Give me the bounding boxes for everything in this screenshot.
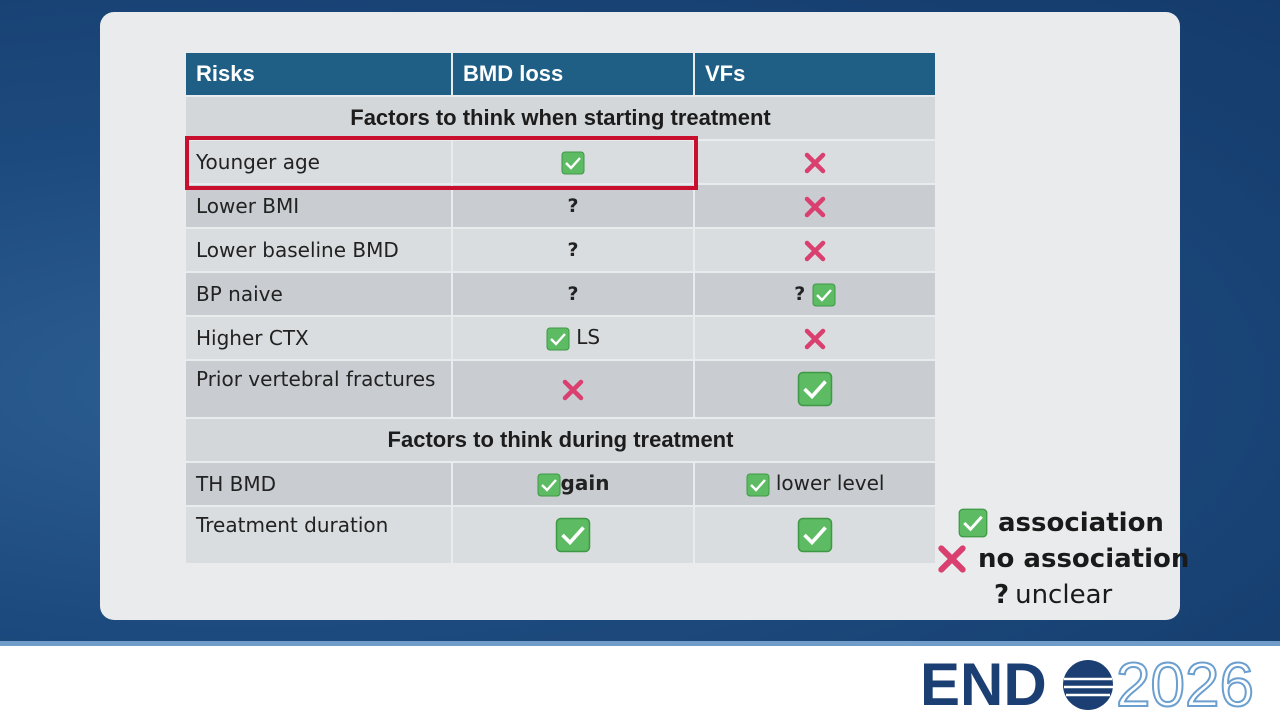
legend-symbol: ? (994, 580, 1010, 610)
check-icon (537, 473, 561, 497)
row-label: Lower BMI (186, 185, 451, 227)
row-label: BP naive (186, 273, 451, 315)
check-icon (958, 508, 988, 538)
header-cell: BMD loss (453, 53, 693, 95)
cross-icon (561, 378, 585, 402)
row-label: Treatment duration (186, 507, 451, 563)
header-cell: Risks (186, 53, 451, 95)
section-title: Factors to think during treatment (186, 419, 935, 461)
check-icon (555, 517, 591, 553)
check-icon (812, 283, 836, 307)
check-icon (797, 517, 833, 553)
check-icon (797, 371, 833, 407)
logo-year: 2026 (1116, 652, 1254, 716)
cell-text: ? (453, 185, 693, 227)
logo: END 2026 (920, 652, 1255, 716)
row-label: TH BMD (186, 463, 451, 505)
risk-table: Risks BMD loss VFs Factors to think when s… (184, 51, 937, 565)
header-cell: VFs (695, 53, 935, 95)
cross-icon (803, 327, 827, 351)
cell-text: gain (560, 471, 610, 496)
row-label: Prior vertebral fractures (186, 361, 451, 417)
section-title: Factors to think when starting treatment (186, 97, 935, 139)
logo-globe (1063, 660, 1113, 710)
cell-text: LS (576, 325, 601, 350)
cross-icon (936, 543, 968, 575)
highlight-box (185, 136, 698, 190)
logo-globe-lines (1064, 677, 1113, 697)
legend-text: no association (978, 544, 1190, 574)
cell-text: lower level (775, 471, 885, 496)
check-icon (746, 473, 770, 497)
cell-text: ? (453, 273, 693, 315)
cross-icon (803, 151, 827, 175)
legend-text: unclear (1015, 580, 1113, 610)
legend: association no association ? unclear (936, 505, 1189, 613)
row-label: Lower baseline BMD (186, 229, 451, 271)
cross-icon (803, 239, 827, 263)
legend-text: association (998, 508, 1164, 538)
cell-text: ? (794, 283, 806, 306)
divider (0, 641, 1280, 646)
row-label: Higher CTX (186, 317, 451, 359)
cell-text: ? (453, 229, 693, 271)
row-label: Younger age (186, 141, 451, 183)
check-icon (546, 327, 570, 351)
logo-text: END (920, 652, 1047, 716)
cross-icon (803, 195, 827, 219)
